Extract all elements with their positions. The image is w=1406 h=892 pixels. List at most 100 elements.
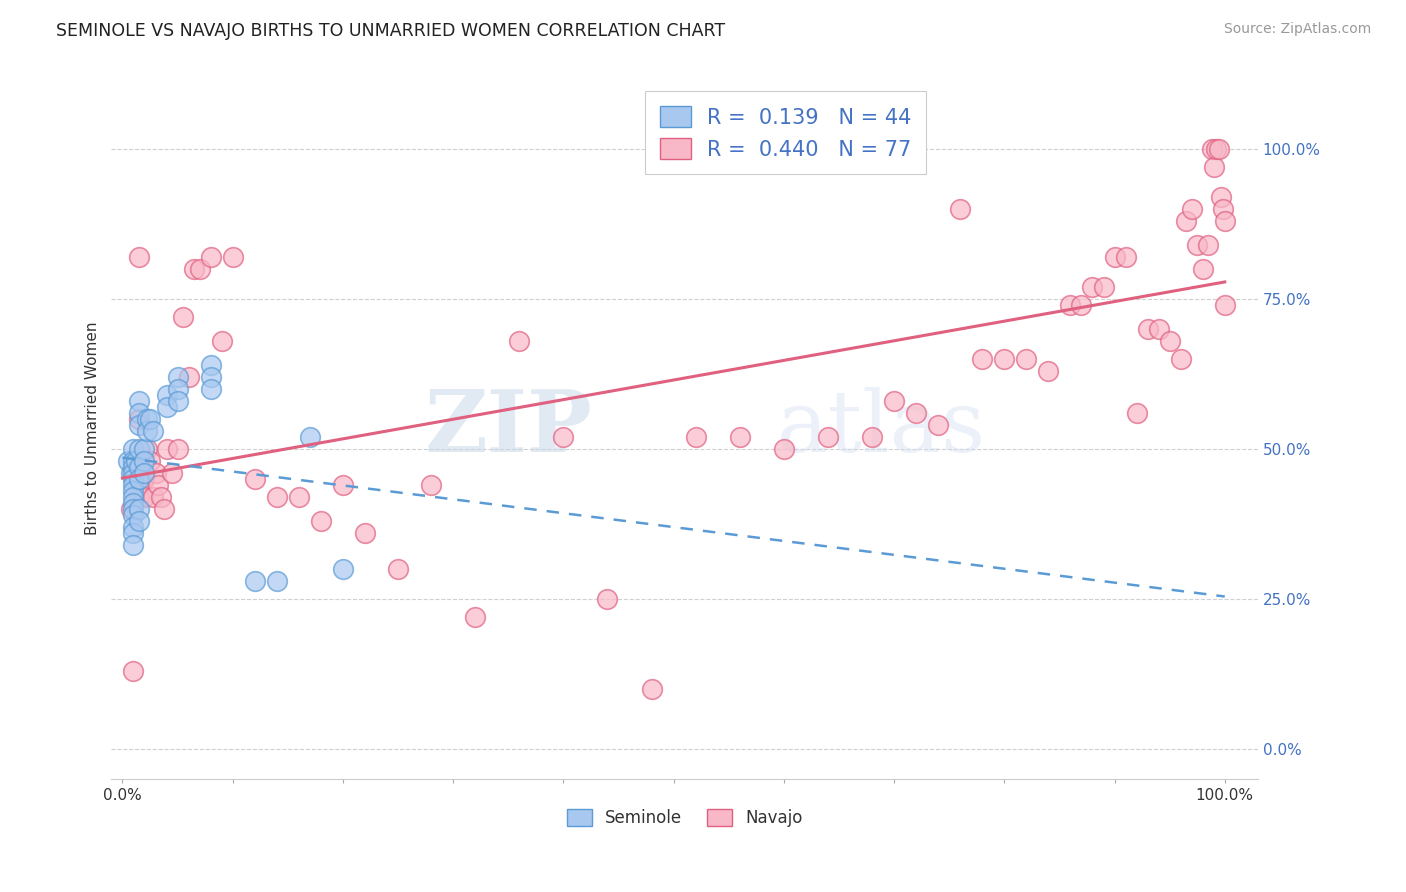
Point — [927, 418, 949, 433]
Point — [332, 478, 354, 492]
Point — [122, 526, 145, 541]
Point — [135, 412, 157, 426]
Point — [122, 442, 145, 457]
Point — [860, 430, 883, 444]
Point — [122, 490, 145, 504]
Point — [1191, 262, 1213, 277]
Point — [166, 382, 188, 396]
Point — [155, 388, 177, 402]
Text: Source: ZipAtlas.com: Source: ZipAtlas.com — [1223, 22, 1371, 37]
Point — [122, 484, 145, 499]
Point — [243, 472, 266, 486]
Point — [142, 490, 165, 504]
Point — [128, 514, 150, 528]
Point — [188, 262, 211, 277]
Point — [128, 502, 150, 516]
Point — [817, 430, 839, 444]
Point — [150, 490, 173, 504]
Point — [135, 442, 157, 457]
Point — [183, 262, 205, 277]
Point — [128, 250, 150, 264]
Point — [596, 592, 619, 607]
Point — [553, 430, 575, 444]
Point — [905, 406, 928, 420]
Point — [1187, 238, 1209, 252]
Point — [728, 430, 751, 444]
Legend: Seminole, Navajo: Seminole, Navajo — [560, 802, 810, 834]
Point — [200, 382, 222, 396]
Point — [1205, 142, 1227, 156]
Point — [685, 430, 707, 444]
Point — [1015, 352, 1038, 367]
Point — [128, 460, 150, 475]
Point — [332, 562, 354, 576]
Point — [266, 574, 288, 588]
Point — [122, 508, 145, 522]
Point — [883, 394, 905, 409]
Point — [420, 478, 443, 492]
Point — [288, 490, 311, 504]
Point — [122, 538, 145, 552]
Point — [172, 310, 194, 325]
Point — [128, 490, 150, 504]
Point — [1059, 298, 1081, 312]
Point — [142, 424, 165, 438]
Point — [221, 250, 243, 264]
Point — [128, 472, 150, 486]
Point — [1212, 202, 1234, 217]
Point — [117, 454, 139, 468]
Point — [122, 520, 145, 534]
Point — [128, 454, 150, 468]
Point — [354, 526, 377, 541]
Point — [146, 478, 169, 492]
Point — [1104, 250, 1126, 264]
Point — [160, 466, 183, 480]
Text: ZIP: ZIP — [425, 386, 593, 470]
Point — [155, 400, 177, 414]
Point — [177, 370, 200, 384]
Point — [134, 490, 156, 504]
Point — [122, 664, 145, 678]
Point — [120, 502, 142, 516]
Point — [1175, 214, 1198, 228]
Point — [128, 406, 150, 420]
Point — [1147, 322, 1170, 336]
Point — [200, 358, 222, 372]
Point — [1211, 190, 1233, 204]
Point — [298, 430, 321, 444]
Point — [155, 442, 177, 457]
Y-axis label: Births to Unmarried Women: Births to Unmarried Women — [86, 321, 100, 535]
Point — [1213, 214, 1236, 228]
Point — [153, 502, 176, 516]
Point — [1081, 280, 1104, 294]
Point — [1213, 298, 1236, 312]
Point — [134, 472, 156, 486]
Point — [122, 478, 145, 492]
Point — [1125, 406, 1147, 420]
Text: atlas: atlas — [776, 386, 986, 470]
Point — [135, 424, 157, 438]
Point — [122, 454, 145, 468]
Point — [166, 442, 188, 457]
Point — [128, 418, 150, 433]
Point — [128, 412, 150, 426]
Point — [145, 466, 167, 480]
Point — [1136, 322, 1159, 336]
Point — [134, 442, 156, 457]
Point — [972, 352, 994, 367]
Point — [1202, 161, 1225, 175]
Point — [1201, 142, 1223, 156]
Point — [1070, 298, 1092, 312]
Point — [266, 490, 288, 504]
Point — [387, 562, 409, 576]
Point — [464, 610, 486, 624]
Point — [200, 370, 222, 384]
Point — [309, 514, 332, 528]
Point — [128, 442, 150, 457]
Point — [122, 502, 145, 516]
Point — [120, 466, 142, 480]
Point — [772, 442, 794, 457]
Point — [124, 454, 146, 468]
Point — [200, 250, 222, 264]
Point — [166, 370, 188, 384]
